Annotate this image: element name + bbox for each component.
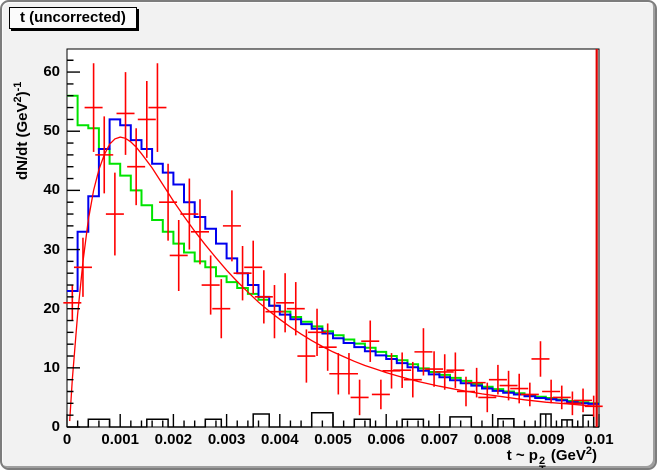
y-tick-label: 30 xyxy=(43,240,60,258)
red_fit_curve xyxy=(69,136,600,422)
y-axis-title: dN/dt (GeV2)-1 xyxy=(12,81,31,180)
plot-frame xyxy=(66,48,600,428)
x-tick-label: 0.007 xyxy=(420,431,459,448)
pad-title-text: t (uncorrected) xyxy=(20,9,126,26)
y-tick-label: 60 xyxy=(43,63,60,81)
y-tick-label: 40 xyxy=(43,181,60,199)
y-tick-label: 50 xyxy=(43,122,60,140)
y-tick-label: 20 xyxy=(43,299,60,317)
x-tick-label: 0.003 xyxy=(207,431,246,448)
pad-title-box: t (uncorrected) xyxy=(9,7,137,29)
x-tick-label: 0.009 xyxy=(527,431,565,448)
x-tick-label: 0.002 xyxy=(154,431,193,448)
x-tick-label: 0.004 xyxy=(261,431,299,448)
x-tick-label: 0.008 xyxy=(473,431,512,448)
x-tick-label: 0.005 xyxy=(314,431,352,448)
red_data_points xyxy=(63,63,603,417)
axis-ticks xyxy=(66,59,600,428)
x-tick-label: 0.006 xyxy=(367,431,405,448)
y-tick-label: 10 xyxy=(43,358,60,376)
x-tick-label: 0.01 xyxy=(584,431,614,448)
x-tick-label: 0 xyxy=(62,431,72,448)
y-tick-label: 0 xyxy=(51,418,60,435)
x-tick-label: 0.001 xyxy=(101,431,139,448)
